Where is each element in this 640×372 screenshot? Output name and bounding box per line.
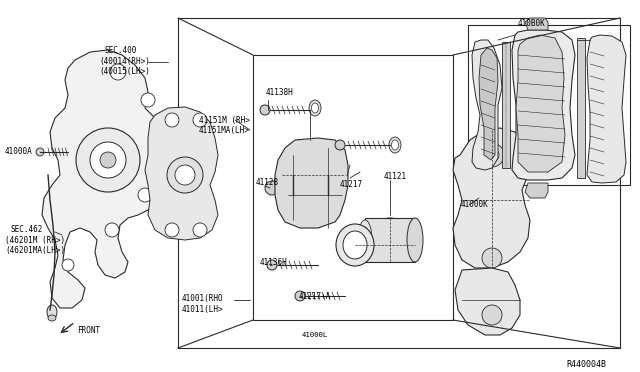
Circle shape — [76, 128, 140, 192]
Text: 41136H: 41136H — [260, 258, 288, 267]
Circle shape — [335, 140, 345, 150]
Ellipse shape — [392, 140, 399, 150]
Text: 41011(LH>: 41011(LH> — [182, 305, 223, 314]
Ellipse shape — [358, 220, 372, 260]
Ellipse shape — [48, 315, 56, 321]
Circle shape — [482, 248, 502, 268]
Ellipse shape — [309, 100, 321, 116]
Text: 41138H: 41138H — [266, 88, 294, 97]
Text: 41128: 41128 — [256, 178, 279, 187]
Text: 41000L: 41000L — [302, 332, 328, 338]
Text: 41000K: 41000K — [461, 200, 489, 209]
Text: (40015(LH>): (40015(LH>) — [99, 67, 150, 76]
Circle shape — [110, 64, 126, 80]
Ellipse shape — [289, 182, 294, 194]
Polygon shape — [145, 107, 218, 240]
Circle shape — [165, 223, 179, 237]
Text: (46201M (RH>): (46201M (RH>) — [5, 236, 65, 245]
Polygon shape — [502, 42, 510, 168]
Ellipse shape — [343, 231, 367, 259]
Polygon shape — [275, 138, 348, 228]
Circle shape — [193, 113, 207, 127]
Circle shape — [36, 148, 44, 156]
Ellipse shape — [361, 227, 369, 253]
Text: 41217+A: 41217+A — [299, 292, 332, 301]
Polygon shape — [525, 18, 548, 30]
Circle shape — [62, 259, 74, 271]
Text: 41000A: 41000A — [5, 147, 33, 156]
Polygon shape — [512, 30, 575, 180]
Text: R440004B: R440004B — [566, 360, 606, 369]
Ellipse shape — [294, 182, 300, 194]
Text: 41121: 41121 — [384, 172, 407, 181]
Polygon shape — [587, 35, 626, 183]
Circle shape — [100, 152, 116, 168]
Circle shape — [105, 223, 119, 237]
Polygon shape — [42, 50, 162, 308]
Ellipse shape — [389, 137, 401, 153]
Circle shape — [138, 188, 152, 202]
Circle shape — [149, 142, 161, 154]
Circle shape — [260, 105, 270, 115]
Polygon shape — [472, 40, 502, 170]
Text: (40014(RH>): (40014(RH>) — [99, 57, 150, 66]
Polygon shape — [453, 128, 530, 268]
Circle shape — [485, 148, 499, 162]
Polygon shape — [479, 48, 498, 160]
Circle shape — [141, 93, 155, 107]
Text: 410B0K: 410B0K — [518, 19, 546, 28]
Circle shape — [480, 143, 504, 167]
Circle shape — [165, 113, 179, 127]
Text: 41151MA(LH>: 41151MA(LH> — [199, 126, 250, 135]
Circle shape — [482, 305, 502, 325]
Circle shape — [167, 157, 203, 193]
Polygon shape — [455, 268, 520, 335]
Ellipse shape — [370, 218, 410, 262]
Text: 41001(RHO: 41001(RHO — [182, 294, 223, 303]
Circle shape — [193, 223, 207, 237]
Ellipse shape — [47, 305, 57, 319]
Ellipse shape — [336, 224, 374, 266]
Polygon shape — [516, 35, 565, 172]
Circle shape — [175, 165, 195, 185]
Text: 41217: 41217 — [340, 180, 363, 189]
Polygon shape — [577, 38, 585, 178]
Text: FRONT: FRONT — [77, 326, 100, 335]
Ellipse shape — [280, 182, 285, 194]
Text: SEC.400: SEC.400 — [104, 46, 136, 55]
Circle shape — [295, 291, 305, 301]
Circle shape — [265, 181, 279, 195]
Text: SEC.462: SEC.462 — [10, 225, 42, 234]
Polygon shape — [525, 183, 548, 198]
Text: 41151M (RH>: 41151M (RH> — [199, 116, 250, 125]
Ellipse shape — [312, 103, 319, 113]
Polygon shape — [365, 218, 415, 262]
Ellipse shape — [377, 225, 403, 255]
Ellipse shape — [407, 218, 423, 262]
Circle shape — [267, 260, 277, 270]
Text: (46201MA(LH>): (46201MA(LH>) — [5, 246, 65, 255]
Circle shape — [90, 142, 126, 178]
Ellipse shape — [285, 182, 289, 194]
